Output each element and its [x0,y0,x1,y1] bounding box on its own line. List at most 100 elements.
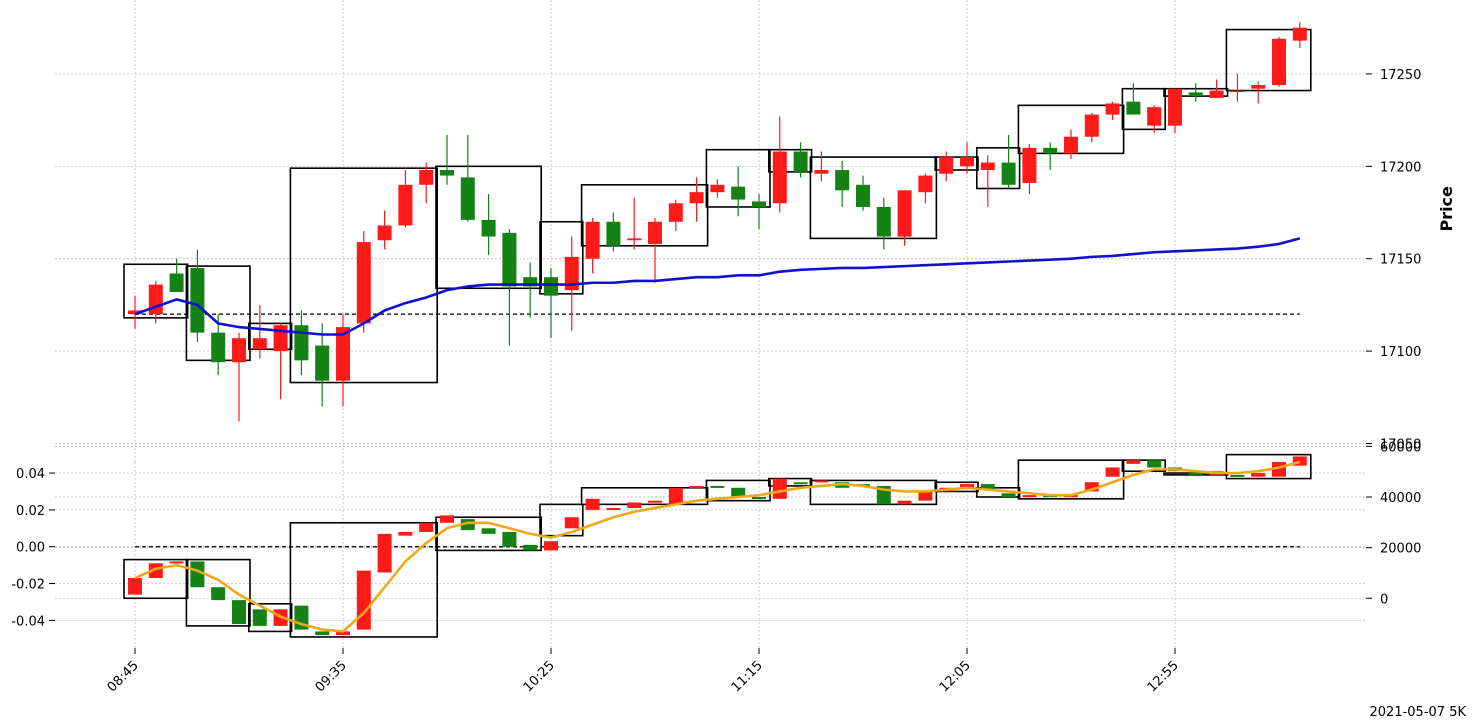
indicator-bar [627,502,642,509]
indicator-bar [793,482,808,485]
indicator-bar [252,609,267,626]
candle-body [294,325,309,361]
candle-body [252,338,267,350]
indicator-box [123,558,189,600]
indicator-bar [1230,474,1245,477]
indicator-bar [960,484,974,488]
x-tick-label: 09:35 [313,658,350,695]
candle-body [336,327,350,381]
indicator-bar [1292,456,1307,466]
indicator-right-tick-label: 40000 [1380,491,1421,506]
candle-body [1126,101,1141,115]
candle-body [918,175,933,193]
candle-body [169,273,184,292]
indicator-box [934,481,979,493]
indicator-box [580,486,709,506]
indicator-bar [1147,460,1162,468]
price-tick-label: 17150 [1380,253,1421,268]
candle-body [128,310,142,315]
candle-body [814,170,829,174]
candle-body [190,267,205,333]
x-tick-label: 10:25 [521,658,558,695]
indicator-bar [1001,493,1016,497]
price-box [248,322,293,351]
candle-body [689,192,704,204]
indicator-bar [440,515,454,523]
indicator-left-tick-label: -0.04 [11,614,45,629]
price-box [1121,87,1167,131]
x-tick-label: 11:15 [729,658,766,695]
indicator-bar [502,531,517,547]
indicator-box [1225,453,1312,480]
candle-body [1209,90,1224,98]
indicator-left-tick-label: 0.04 [16,467,45,482]
indicator-bar [1188,471,1203,475]
candle-body [835,170,850,191]
candle-body [1251,85,1266,89]
candle-body [752,201,766,207]
moving-average-line [134,237,1301,336]
candle-body [356,242,371,324]
indicator-bar [731,487,746,497]
indicator-bar [211,587,226,601]
price-tick-label: 17050 [1380,438,1421,453]
price-box [580,184,709,247]
oscillator-line [134,460,1301,633]
price-tick-label: 17250 [1380,68,1421,83]
candle-body [544,277,558,296]
price-axis-title: Price [1437,186,1456,232]
candle-body [1188,92,1203,97]
indicator-bars [128,456,1307,636]
price-box [767,148,813,173]
x-tick-label: 08:45 [105,658,142,695]
indicator-bar [585,498,600,510]
x-tick-label: 12:55 [1145,658,1182,695]
price-box [934,156,979,171]
price-tick-label: 17200 [1380,160,1421,175]
candle-body [460,177,475,220]
indicator-box [248,603,293,633]
candle-body [648,221,662,244]
indicator-panel: -0.04 -0.02 0.00 0.02 0.04 0 20000 40000 60000 [11,440,1421,648]
indicator-right-tick-label: 0 [1380,592,1388,607]
indicator-bar [668,487,683,505]
indicator-right-tick-label: 20000 [1380,542,1421,557]
candle-body [585,221,600,259]
candle-body [1022,147,1037,183]
candle-body [481,219,496,237]
indicator-bar [128,578,142,595]
indicator-right-tick-label: 60000 [1380,440,1421,455]
indicator-bar [1126,460,1141,464]
candle-body [1147,107,1162,126]
x-tick-label: 12:05 [937,658,974,695]
candle-body [1230,90,1245,93]
candle-body [731,186,746,200]
candle-body [419,170,434,185]
candle-body [1168,88,1182,126]
candle-body [211,332,226,363]
candle-body [1064,136,1078,154]
indicator-bar [398,531,413,536]
indicator-bar [772,478,787,499]
indicator-bar [918,491,933,501]
candle-body [627,238,642,241]
indicator-bar [232,600,246,625]
candle-body [502,232,517,287]
indicator-bar [606,508,621,511]
indicator-box [185,558,251,627]
price-panel: 17050 17100 17150 17200 17250 Price [55,0,1456,462]
candle-body [1272,38,1286,86]
candle-body [606,221,621,246]
oscillator [134,460,1301,633]
price-box [975,147,1021,190]
indicator-bar [1105,467,1120,477]
indicator-bar [481,528,496,534]
indicator-bar [356,570,371,630]
price-grid [55,0,1366,462]
candle-body [668,203,683,222]
price-boxes [123,28,1312,384]
indicator-box [289,521,438,638]
indicator-bar [897,500,912,505]
indicator-bar [336,631,350,636]
